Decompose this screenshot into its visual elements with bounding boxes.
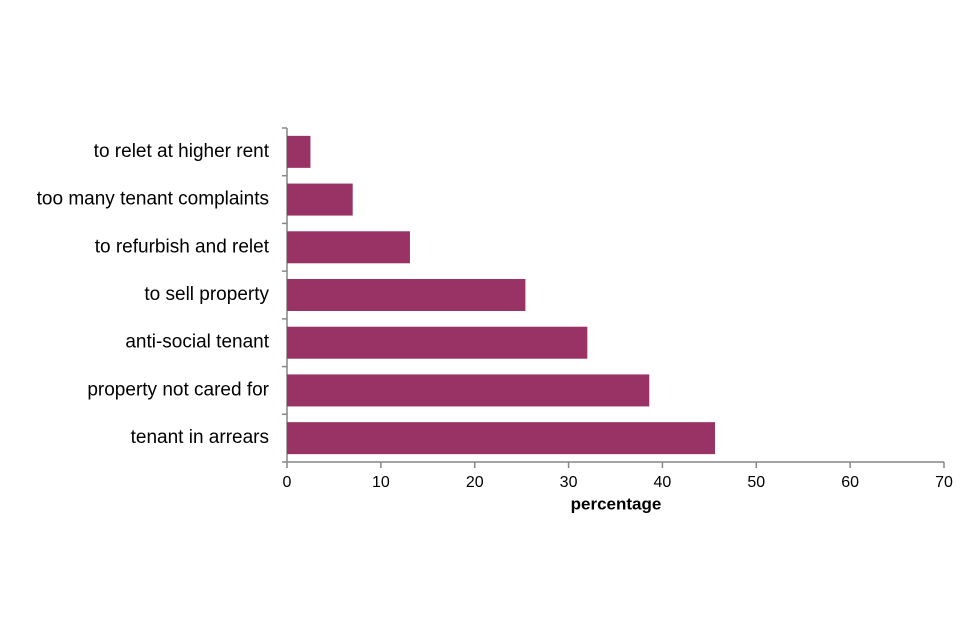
y-tick-label: too many tenant complaints [37, 189, 269, 210]
x-axis-title: percentage [571, 494, 662, 513]
x-tick-label: 40 [654, 474, 672, 491]
y-tick-label: to refurbish and relet [95, 236, 270, 257]
bar [287, 326, 588, 359]
bar [287, 374, 650, 407]
x-tick-label: 20 [466, 474, 484, 491]
x-tick-label: 10 [372, 474, 390, 491]
x-tick-label: 30 [560, 474, 578, 491]
x-tick-label: 0 [283, 474, 292, 491]
y-tick-label: to sell property [144, 284, 269, 305]
bar [287, 183, 353, 216]
bar [287, 135, 311, 168]
x-tick-label: 50 [747, 474, 765, 491]
y-tick-label: property not cared for [87, 379, 269, 400]
bar [287, 279, 526, 311]
bar [287, 231, 410, 264]
y-tick-label: anti-social tenant [125, 332, 269, 353]
bar [287, 422, 715, 455]
y-tick-label: to relet at higher rent [94, 141, 270, 162]
x-tick-label: 60 [841, 474, 859, 491]
x-tick-label: 70 [935, 474, 953, 491]
y-tick-label: tenant in arrears [131, 427, 269, 448]
